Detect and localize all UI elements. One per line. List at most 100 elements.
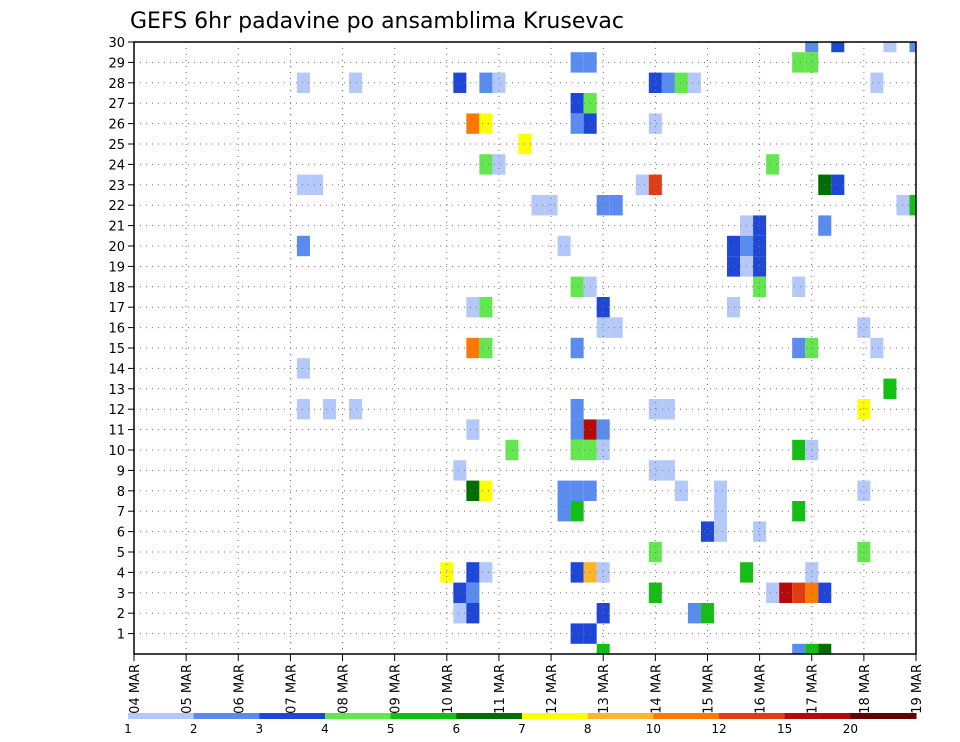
- colorbar-swatch: [653, 713, 720, 719]
- heatmap-cell: [531, 195, 545, 216]
- y-tick-label: 6: [117, 526, 125, 541]
- colorbar-label: 10: [646, 722, 661, 736]
- heatmap-cell: [805, 42, 819, 53]
- y-tick-label: 20: [108, 240, 125, 255]
- y-tick-label: 5: [117, 546, 125, 561]
- colorbar: 1 2 3 4 5 6 7 8 10 12 15 20: [124, 713, 917, 736]
- heatmap-cell: [296, 358, 310, 379]
- x-tick-label: 08 MAR: [337, 664, 352, 714]
- heatmap-cell: [479, 480, 493, 501]
- heatmap-cell: [296, 399, 310, 420]
- heatmap-cell: [349, 399, 363, 420]
- colorbar-label: 7: [518, 722, 526, 736]
- heatmap-cell: [635, 174, 649, 195]
- heatmap-cell: [492, 72, 506, 93]
- heatmap-cell: [479, 562, 493, 583]
- y-tick-label: 22: [108, 199, 125, 214]
- heatmap-cell: [570, 419, 584, 440]
- colorbar-swatch: [193, 713, 260, 719]
- heatmap-cell: [596, 603, 610, 624]
- heatmap-cell: [557, 480, 571, 501]
- y-tick-label: 13: [108, 383, 125, 398]
- x-tick-label: 16 MAR: [754, 664, 769, 714]
- x-tick-label: 06 MAR: [232, 664, 247, 714]
- y-tick-label: 25: [108, 138, 125, 153]
- y-tick-label: 24: [108, 158, 125, 173]
- heatmap-cell: [349, 72, 363, 93]
- heatmap-cell: [805, 582, 819, 603]
- heatmap-cell: [753, 276, 767, 297]
- y-axis: 1234567891011121314151617181920212223242…: [108, 36, 134, 643]
- colorbar-swatch: [587, 713, 654, 719]
- heatmap-cell: [687, 603, 701, 624]
- y-tick-label: 23: [108, 179, 125, 194]
- heatmap-cell: [883, 378, 897, 399]
- heatmap-cell: [792, 582, 806, 603]
- heatmap-cell: [479, 337, 493, 359]
- heatmap-cell: [479, 154, 493, 175]
- heatmap-cell: [727, 235, 741, 257]
- heatmap-cell: [570, 480, 584, 501]
- heatmap-cell: [909, 195, 916, 216]
- heatmap-cell: [792, 276, 806, 297]
- x-tick-label: 19 MAR: [910, 664, 925, 714]
- y-tick-label: 28: [108, 77, 125, 92]
- x-tick-label: 17 MAR: [806, 664, 821, 714]
- heatmap-cell: [453, 582, 467, 603]
- heatmap-cell: [883, 42, 897, 53]
- y-tick-label: 17: [108, 301, 125, 316]
- heatmap-cell: [596, 297, 610, 318]
- colorbar-label: 5: [387, 722, 395, 736]
- heatmap-cell: [831, 174, 845, 195]
- colorbar-swatch: [719, 713, 786, 719]
- heatmap-cell: [296, 72, 310, 93]
- heatmap-cell: [453, 603, 467, 624]
- heatmap-cell: [805, 52, 819, 73]
- x-tick-label: 07 MAR: [284, 664, 299, 714]
- x-axis: 04 MAR 05 MAR 06 MAR 07 MAR 08 MAR 09 MAR 10 M…: [128, 654, 925, 714]
- heatmap-cell: [674, 72, 688, 93]
- y-tick-label: 3: [117, 587, 125, 602]
- heatmap-cell: [309, 174, 323, 195]
- heatmap-cell: [674, 480, 688, 501]
- y-tick-label: 7: [117, 505, 125, 520]
- heatmap-cell: [570, 93, 584, 114]
- x-tick-label: 13 MAR: [597, 664, 612, 714]
- heatmap-cell: [466, 562, 480, 583]
- heatmap-cell: [766, 582, 780, 603]
- x-tick-label: 09 MAR: [389, 664, 404, 714]
- heatmap-cell: [557, 235, 571, 257]
- heatmap-cell: [570, 501, 584, 522]
- colorbar-label: 12: [711, 722, 726, 736]
- heatmap-cell: [753, 521, 767, 542]
- y-tick-label: 12: [108, 403, 125, 418]
- colorbar-label: 8: [584, 722, 592, 736]
- x-tick-label: 15 MAR: [701, 664, 716, 714]
- heatmap-cell: [648, 113, 662, 134]
- x-tick-label: 10 MAR: [441, 664, 456, 714]
- heatmap-cell: [648, 460, 662, 481]
- heatmap-cell: [466, 337, 480, 359]
- colorbar-label: 3: [256, 722, 264, 736]
- heatmap-cell: [648, 399, 662, 420]
- y-tick-label: 19: [108, 260, 125, 275]
- heatmap-cell: [779, 582, 793, 603]
- y-tick-label: 10: [108, 444, 125, 459]
- heatmap-cell: [713, 480, 728, 501]
- x-tick-label: 12 MAR: [545, 664, 560, 714]
- heatmap-cells: [296, 42, 916, 654]
- y-tick-label: 15: [108, 342, 125, 357]
- heatmap-cell: [596, 195, 610, 216]
- heatmap-cell: [466, 113, 480, 134]
- heatmap-cell: [648, 174, 662, 195]
- heatmap-cell: [557, 501, 571, 522]
- heatmap-cell: [818, 643, 832, 654]
- y-tick-label: 8: [117, 485, 125, 500]
- colorbar-swatch: [128, 713, 195, 719]
- y-tick-label: 2: [117, 607, 125, 622]
- heatmap-cell: [322, 399, 337, 420]
- heatmap-cell: [570, 276, 584, 297]
- colorbar-label: 20: [843, 722, 858, 736]
- heatmap-cell: [792, 643, 806, 654]
